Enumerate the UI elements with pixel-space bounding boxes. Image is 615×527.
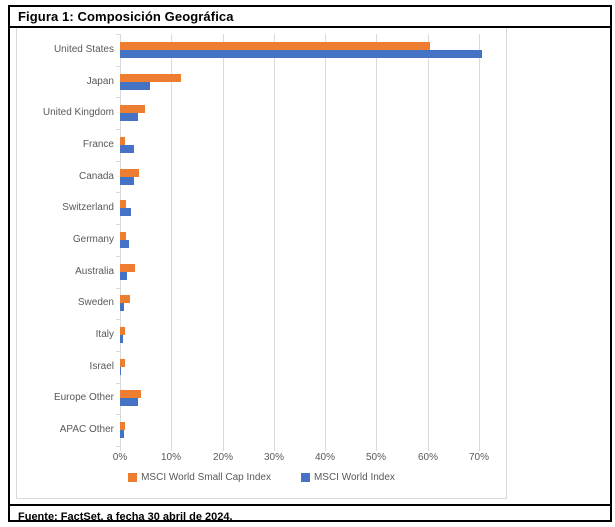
source-note: Fuente: FactSet, a fecha 30 abril de 202…: [18, 511, 233, 523]
category-label: Sweden: [77, 297, 114, 308]
category-label: Japan: [86, 76, 114, 87]
bar-france-s1: [120, 145, 134, 153]
category-label: Germany: [72, 234, 114, 245]
x-axis-tickmark: [120, 446, 121, 451]
bar-europe-other-s1: [120, 398, 138, 406]
x-axis-tick-label: 50%: [365, 452, 386, 463]
x-axis-tickmark: [428, 446, 429, 451]
bar-japan-s0: [120, 74, 181, 82]
category-label: France: [82, 139, 114, 150]
gridline: [274, 34, 275, 446]
y-axis-tickmark: [116, 161, 120, 162]
x-axis-tick-label: 70%: [468, 452, 489, 463]
gridline: [171, 34, 172, 446]
bar-united-states-s1: [120, 50, 482, 58]
x-axis-tickmark: [223, 446, 224, 451]
x-axis-tick-label: 30%: [263, 452, 284, 463]
y-axis-tickmark: [116, 97, 120, 98]
figure-footer-bar: Fuente: FactSet, a fecha 30 abril de 202…: [10, 504, 610, 523]
figure-title-bar: Figura 1: Composición Geográfica: [10, 7, 610, 28]
bar-apac-other-s1: [120, 430, 124, 438]
x-axis-tickmark: [479, 446, 480, 451]
x-axis-tick-label: 40%: [314, 452, 335, 463]
y-axis-tickmark: [116, 224, 120, 225]
gridline: [376, 34, 377, 446]
bar-apac-other-s0: [120, 422, 125, 430]
category-label: APAC Other: [59, 424, 114, 435]
category-label: Australia: [75, 266, 114, 277]
figure-frame: Figura 1: Composición Geográfica MSCI Wo…: [8, 5, 612, 523]
gridline: [428, 34, 429, 446]
category-label: Canada: [78, 171, 114, 182]
bar-italy-s1: [120, 335, 123, 343]
x-axis-tickmark: [376, 446, 377, 451]
y-axis-tickmark: [116, 351, 120, 352]
gridline: [223, 34, 224, 446]
y-axis-tickmark: [116, 414, 120, 415]
category-label: Italy: [95, 329, 114, 340]
bar-canada-s0: [120, 169, 139, 177]
bar-australia-s0: [120, 264, 135, 272]
legend-item: MSCI World Small Cap Index: [128, 472, 271, 483]
category-label: United States: [53, 44, 114, 55]
y-axis-tickmark: [116, 288, 120, 289]
y-axis-tickmark: [116, 34, 120, 35]
x-axis-tickmark: [325, 446, 326, 451]
bar-canada-s1: [120, 177, 134, 185]
bar-switzerland-s0: [120, 200, 126, 208]
y-axis-tickmark: [116, 192, 120, 193]
bar-united-kingdom-s1: [120, 113, 138, 121]
bar-france-s0: [120, 137, 125, 145]
x-axis-tickmark: [274, 446, 275, 451]
plot-area: [120, 34, 503, 446]
figure-title: Figura 1: Composición Geográfica: [18, 9, 234, 24]
category-label: Israel: [89, 361, 114, 372]
bar-israel-s0: [120, 359, 125, 367]
bar-israel-s1: [120, 367, 121, 375]
bar-germany-s0: [120, 232, 126, 240]
y-axis-tickmark: [116, 383, 120, 384]
x-axis-tick-label: 60%: [417, 452, 438, 463]
bar-australia-s1: [120, 272, 127, 280]
y-axis-tickmark: [116, 256, 120, 257]
bar-europe-other-s0: [120, 390, 141, 398]
chart-row: MSCI World Small Cap Index MSCI World Ind…: [10, 28, 610, 504]
bar-italy-s0: [120, 327, 125, 335]
category-label: Europe Other: [53, 392, 114, 403]
bar-japan-s1: [120, 82, 150, 90]
legend-swatch-icon: [128, 473, 138, 482]
y-axis-tickmark: [116, 129, 120, 130]
legend-label: MSCI World Small Cap Index: [141, 472, 271, 483]
bar-sweden-s1: [120, 303, 124, 311]
gridline: [325, 34, 326, 446]
bar-united-states-s0: [120, 42, 430, 50]
gridline: [479, 34, 480, 446]
bar-united-kingdom-s0: [120, 105, 145, 113]
bar-chart: MSCI World Small Cap Index MSCI World Ind…: [16, 28, 507, 499]
legend-swatch-icon: [300, 473, 310, 482]
x-axis-tick-label: 20%: [212, 452, 233, 463]
bar-switzerland-s1: [120, 208, 131, 216]
category-label: United Kingdom: [42, 107, 114, 118]
legend-label: MSCI World Index: [313, 472, 395, 483]
bar-germany-s1: [120, 240, 129, 248]
bar-sweden-s0: [120, 295, 130, 303]
x-axis-tick-label: 0%: [112, 452, 128, 463]
x-axis-tick-label: 10%: [160, 452, 181, 463]
legend-item: MSCI World Index: [300, 472, 395, 483]
chart-legend: MSCI World Small Cap Index MSCI World Ind…: [17, 472, 506, 483]
x-axis-tickmark: [171, 446, 172, 451]
category-label: Switzerland: [62, 202, 114, 213]
y-axis-tickmark: [116, 66, 120, 67]
y-axis-tickmark: [116, 319, 120, 320]
y-axis-tickmark: [116, 446, 120, 447]
